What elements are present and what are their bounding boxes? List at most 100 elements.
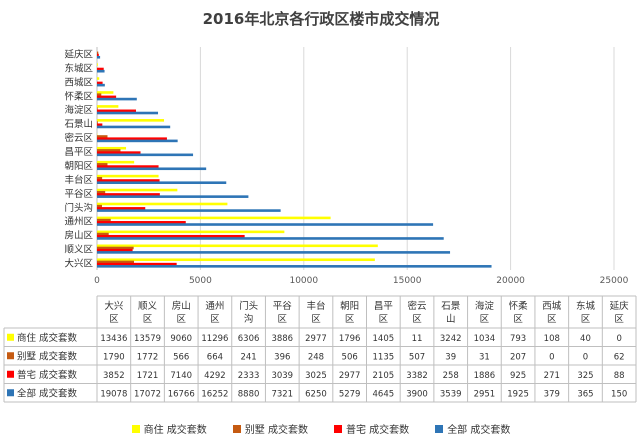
legend-item: 商住 成交套数 <box>131 421 207 436</box>
bar-3 <box>97 69 105 73</box>
table-header: 区 <box>412 314 422 325</box>
table-header: 朝阳 <box>340 301 359 312</box>
table-header: 区 <box>311 314 321 325</box>
bar-3 <box>97 153 194 157</box>
table-cell-value: 3242 <box>440 334 462 344</box>
y-category-label: 通州区 <box>64 217 93 228</box>
table-header: 密云 <box>408 300 427 312</box>
table-row-label: 全部 成交套数 <box>17 387 78 399</box>
bar-2 <box>97 221 186 224</box>
table-cell-value: 3025 <box>305 371 327 381</box>
table-cell-value: 16766 <box>168 389 195 399</box>
table-cell-value: 258 <box>443 371 459 381</box>
table-cell-value: 7140 <box>170 371 192 381</box>
table-cell-value: 0 <box>616 334 621 344</box>
table-header: 区 <box>513 314 523 325</box>
bar-3 <box>97 181 227 185</box>
table-header: 区 <box>176 314 186 325</box>
table-cell-value: 6306 <box>238 334 260 344</box>
bar-1 <box>97 149 121 152</box>
table-cell-value: 4645 <box>373 389 395 399</box>
table-header: 区 <box>109 314 119 325</box>
table-cell-value: 271 <box>544 371 560 381</box>
table-header: 平谷 <box>273 301 293 312</box>
bar-0 <box>97 202 228 206</box>
table-cell-value: 19078 <box>100 389 127 399</box>
legend-swatch <box>232 424 241 433</box>
y-category-label: 石景山 <box>64 119 93 130</box>
bar-3 <box>97 125 171 129</box>
table-cell-value: 62 <box>614 352 625 362</box>
x-tick-label: 5000 <box>189 276 212 286</box>
table-cell-value: 13579 <box>134 334 161 344</box>
y-category-label: 平谷区 <box>64 189 93 200</box>
table-header: 西城 <box>542 301 562 312</box>
table-header: 区 <box>614 314 624 325</box>
table-header: 昌平 <box>374 301 394 312</box>
x-tick-label: 20000 <box>496 276 525 286</box>
table-cell-value: 248 <box>308 352 324 362</box>
bar-3 <box>97 223 434 226</box>
table-cell-value: 1405 <box>373 334 395 344</box>
table-cell-value: 16252 <box>201 389 228 399</box>
bar-1 <box>97 190 106 194</box>
table-header: 区 <box>345 314 355 325</box>
table-cell-value: 325 <box>577 371 593 381</box>
table-cell-value: 1772 <box>137 352 159 362</box>
table-row-label: 别墅 成交套数 <box>17 350 78 362</box>
y-category-label: 门头沟 <box>64 202 93 214</box>
x-tick-label: 0 <box>94 276 100 286</box>
bar-0 <box>97 216 331 220</box>
table-cell-value: 9060 <box>170 334 192 344</box>
legend-item: 别墅 成交套数 <box>232 421 308 436</box>
legend-swatch <box>334 424 342 433</box>
table-cell-value: 150 <box>611 389 627 399</box>
table-cell-value: 4292 <box>204 371 226 381</box>
table-header: 怀柔 <box>509 300 529 312</box>
table-header: 沟 <box>244 313 254 325</box>
table-cell-value: 0 <box>549 352 554 362</box>
table-cell-value: 241 <box>240 352 256 362</box>
y-category-label: 怀柔区 <box>64 90 93 102</box>
bar-3 <box>97 97 137 101</box>
bar-3 <box>97 251 451 254</box>
table-cell-value: 1135 <box>373 352 395 362</box>
bar-1 <box>97 135 108 138</box>
table-cell-value: 3886 <box>271 334 293 344</box>
table-header: 大兴 <box>104 300 123 312</box>
table-header: 顺义 <box>138 301 158 312</box>
legend-swatch <box>435 424 444 433</box>
table-cell-value: 2977 <box>305 334 327 344</box>
bar-1 <box>97 51 99 55</box>
bar-3 <box>97 139 178 143</box>
bar-2 <box>97 109 137 113</box>
table-header: 通州 <box>205 301 224 312</box>
bar-2 <box>97 137 167 140</box>
table-cell-value: 1925 <box>507 389 529 399</box>
y-category-label: 东城区 <box>64 62 93 74</box>
bar-1 <box>97 260 135 264</box>
y-category-label: 房山区 <box>64 230 93 242</box>
table-cell-value: 2105 <box>373 371 395 381</box>
bar-3 <box>97 265 492 268</box>
legend-item: 全部 成交套数 <box>435 421 510 436</box>
table-cell-value: 2951 <box>474 389 496 399</box>
table-header: 山 <box>446 314 456 325</box>
bar-2 <box>97 95 117 99</box>
table-cell-value: 88 <box>614 371 625 381</box>
table-header: 石景 <box>441 301 460 312</box>
legend-label: 别墅 成交套数 <box>244 425 308 436</box>
table-cell-value: 566 <box>173 352 189 362</box>
bar-3 <box>97 209 281 212</box>
bar-0 <box>97 174 159 178</box>
table-cell-value: 13436 <box>100 334 127 344</box>
x-tick-label: 15000 <box>393 276 422 286</box>
bar-1 <box>97 93 102 96</box>
y-category-label: 西城区 <box>64 77 93 88</box>
bar-1 <box>97 121 98 124</box>
bar-2 <box>97 151 141 154</box>
legend-item: 普宅 成交套数 <box>334 421 409 436</box>
table-cell-value: 108 <box>544 334 560 344</box>
table-cell-value: 3382 <box>406 371 428 381</box>
table-header: 区 <box>278 314 288 325</box>
